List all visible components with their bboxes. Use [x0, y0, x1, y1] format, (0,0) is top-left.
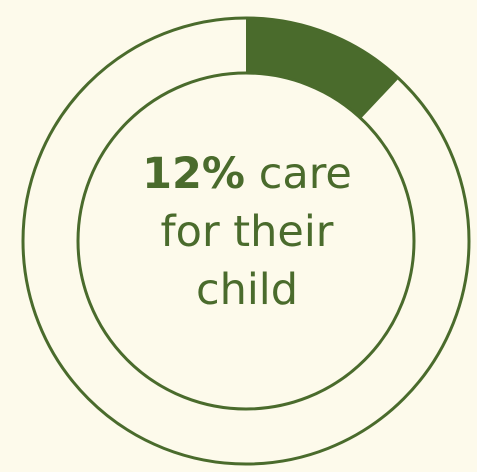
center-label-line-2: for their — [109, 203, 385, 261]
center-label: 12% care for their child — [109, 145, 385, 319]
percentage-value: 12% — [142, 149, 245, 199]
slice-highlight — [246, 18, 399, 119]
center-label-line-3: child — [109, 261, 385, 319]
center-label-line-1: 12% care — [109, 145, 385, 203]
center-label-word-care: care — [259, 149, 352, 199]
